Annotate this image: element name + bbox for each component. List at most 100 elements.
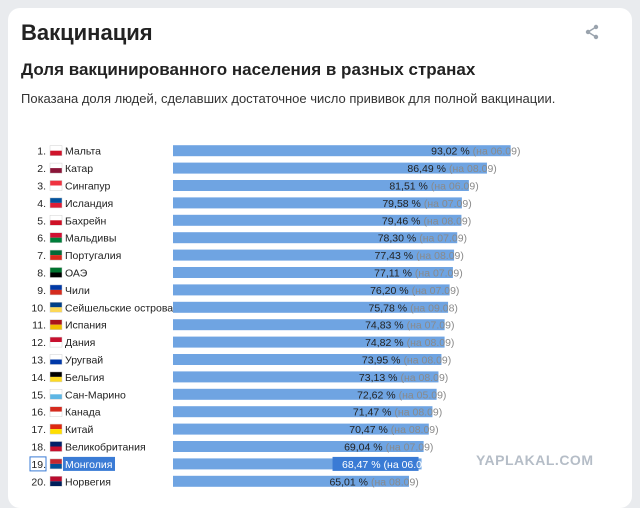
bar — [173, 145, 511, 157]
date-label: (на 08.09) — [449, 163, 497, 175]
date-label: (на 08.09) — [394, 407, 442, 419]
date-label: (на 07.09) — [415, 268, 463, 280]
country-label: Исландия — [65, 198, 113, 210]
value-label: 75,78 % — [369, 302, 408, 314]
rank-label: 17. — [31, 424, 46, 436]
chile-flag-icon — [49, 284, 63, 296]
bar — [173, 388, 437, 400]
value-highlight — [332, 456, 419, 471]
share-icon[interactable] — [584, 24, 600, 40]
rank-label: 14. — [31, 372, 46, 384]
date-label: (на 06.09) — [473, 146, 521, 158]
value-label: 74,82 % — [365, 337, 404, 349]
rank-label: 18. — [31, 442, 46, 454]
bar — [173, 319, 445, 331]
country-label: Бельгия — [65, 372, 104, 384]
value-label: 73,95 % — [362, 355, 401, 367]
value-label: 81,51 % — [389, 181, 428, 193]
rank-label: 13. — [31, 355, 46, 367]
value-label: 78,30 % — [378, 233, 417, 245]
value-label: 73,13 % — [359, 372, 398, 384]
bar — [173, 423, 429, 435]
denmark-flag-icon — [49, 336, 63, 348]
value-label: 65,01 % — [329, 476, 368, 488]
country-label: Монголия — [65, 459, 112, 471]
value-label: 79,46 % — [382, 215, 421, 227]
country-label: Сан-Марино — [65, 389, 126, 401]
date-label: (на 07.09) — [412, 285, 460, 297]
bar — [173, 406, 433, 418]
bar — [173, 197, 462, 209]
country-label: Мальта — [65, 146, 101, 158]
country-label: Канада — [65, 407, 101, 419]
rank-label: 12. — [31, 337, 46, 349]
iceland-flag-icon — [49, 197, 63, 209]
value-label: 72,62 % — [357, 389, 396, 401]
date-label: (на 08.09) — [391, 424, 439, 436]
country-label: Уругвай — [65, 355, 103, 367]
country-label: ОАЭ — [65, 268, 88, 280]
country-label: Испания — [65, 320, 107, 332]
rank-label: 15. — [31, 389, 46, 401]
date-label: (на 08.09) — [423, 215, 471, 227]
bar — [173, 458, 422, 470]
watermark-text: YAPLAKAL.COM — [476, 452, 594, 468]
uk-flag-icon — [49, 441, 63, 452]
bahrain-flag-icon — [49, 215, 63, 226]
rank-label: 3. — [37, 181, 46, 193]
value-label: 70,47 % — [349, 424, 388, 436]
rank-label: 4. — [37, 198, 46, 210]
singapore-flag-icon — [49, 180, 63, 191]
chart-subtitle: Показана доля людей, сделавших достаточн… — [21, 91, 556, 106]
bar — [173, 441, 424, 452]
date-label: (на 08.09) — [400, 372, 448, 384]
vaccination-bar-chart: 1. Мальта 93,02 % (на 06.09)2. Катар 86,49 %(… — [29, 145, 521, 488]
country-label: Бахрейн — [65, 215, 107, 227]
san-marino-flag-icon — [49, 389, 63, 400]
country-label: Дания — [65, 337, 95, 349]
uae-flag-icon — [49, 267, 63, 278]
chart-title: Доля вакцинированного населения в разных… — [21, 60, 476, 79]
date-label: (на 09.08) — [410, 302, 458, 314]
date-label: (на 07.09) — [419, 233, 467, 245]
qatar-flag-icon — [49, 162, 63, 174]
value-label: 69,04 % — [344, 442, 383, 454]
canada-flag-icon — [49, 406, 63, 417]
value-label: 93,02 % — [431, 146, 470, 158]
rank-label: 16. — [31, 407, 46, 419]
bar — [173, 267, 453, 278]
bar — [173, 354, 442, 365]
country-label: Катар — [65, 163, 93, 175]
country-label: Сейшельские острова — [65, 302, 173, 314]
country-label: Норвегия — [65, 476, 111, 488]
bar — [173, 336, 445, 348]
rank-label: 19. — [31, 459, 46, 471]
bar — [173, 249, 455, 261]
value-label: 77,43 % — [375, 250, 414, 262]
seychelles-flag-icon — [49, 302, 63, 313]
bar — [173, 180, 469, 191]
rank-label: 11. — [32, 320, 46, 332]
date-label: (на 07.09) — [407, 320, 455, 332]
country-label: Сингапур — [65, 181, 111, 193]
value-label: 77,11 % — [374, 268, 412, 280]
rank-label: 10. — [31, 302, 46, 314]
uruguay-flag-icon — [49, 354, 63, 365]
country-highlight — [63, 456, 115, 471]
bar — [173, 475, 409, 487]
spain-flag-icon — [49, 319, 63, 330]
date-label: (на 07.09) — [424, 198, 472, 210]
date-label: (на 08.09) — [371, 476, 419, 488]
bar — [173, 162, 487, 174]
bar — [173, 371, 439, 383]
value-label: 76,20 % — [370, 285, 409, 297]
value-label: 68,47 % — [342, 459, 381, 471]
norway-flag-icon — [49, 476, 63, 487]
date-label: (на 08.09) — [416, 250, 464, 262]
bar — [173, 214, 462, 226]
rank-label: 6. — [37, 233, 46, 245]
bar — [173, 232, 458, 244]
date-label: (на 06.09) — [431, 181, 479, 193]
rank-label: 5. — [37, 215, 46, 227]
value-label: 86,49 % — [407, 163, 446, 175]
